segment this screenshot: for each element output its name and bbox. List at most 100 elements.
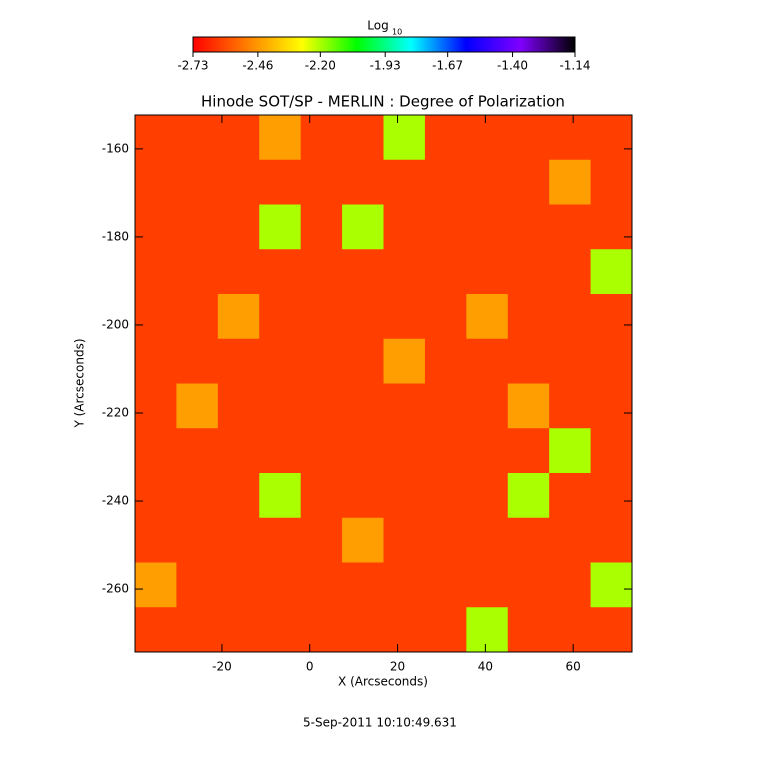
colorbar-tick-label: -2.46 <box>242 59 273 73</box>
heatmap-cell <box>383 607 426 653</box>
heatmap-cell <box>424 562 467 608</box>
y-tick-label: -260 <box>102 582 129 596</box>
heatmap-cell <box>549 473 592 519</box>
heatmap-cell <box>342 249 384 295</box>
heatmap-cell <box>424 249 467 295</box>
colorbar-tick-label: -1.67 <box>432 59 463 73</box>
heatmap-cell <box>507 115 550 161</box>
colorbar-tick-label: -2.20 <box>305 59 336 73</box>
heatmap-cell <box>135 115 177 161</box>
plot-frame <box>134 114 633 653</box>
heatmap-cell <box>300 473 343 519</box>
x-tick-label: 40 <box>478 660 493 674</box>
heatmap-cell <box>300 204 343 250</box>
heatmap-cell <box>217 383 260 429</box>
heatmap-cell <box>176 204 219 250</box>
heatmap-cell <box>383 562 426 608</box>
x-tick-label: 20 <box>390 660 405 674</box>
heatmap-cell <box>342 294 384 340</box>
heatmap-cell <box>259 294 302 340</box>
heatmap-cell <box>383 249 426 295</box>
heatmap-cell <box>300 383 343 429</box>
colorbar-tick-label: -1.40 <box>497 59 528 73</box>
heatmap-cell <box>342 204 384 250</box>
heatmap-cell <box>383 159 426 205</box>
heatmap-cell <box>549 338 592 384</box>
heatmap-cell <box>507 338 550 384</box>
heatmap-cell <box>549 562 592 608</box>
heatmap-cell <box>507 249 550 295</box>
heatmap-cell <box>424 338 467 384</box>
colorbar-tick-label: -1.93 <box>370 59 401 73</box>
heatmap-cell <box>135 517 177 563</box>
heatmap-cell <box>507 159 550 205</box>
footer: 5-Sep-2011 10:10:49.631 <box>303 716 457 730</box>
colorbar-label: Log <box>367 19 388 33</box>
heatmap-cell <box>383 428 426 474</box>
heatmap-cell <box>590 159 633 205</box>
heatmap-cell <box>590 517 633 563</box>
heatmap-cell <box>176 338 219 384</box>
heatmap-cell <box>424 204 467 250</box>
heatmap-cell <box>590 115 633 161</box>
x-tick-label: -20 <box>212 660 232 674</box>
y-tick-label: -160 <box>102 141 129 155</box>
x-tick-label: 0 <box>306 660 314 674</box>
heatmap-cell <box>466 383 509 429</box>
heatmap-cell <box>135 159 177 205</box>
heatmap-cell <box>342 562 384 608</box>
heatmap-cell <box>507 473 550 519</box>
heatmap-cell <box>217 115 260 161</box>
heatmap-cell <box>259 473 302 519</box>
heatmap-cell <box>507 517 550 563</box>
heatmap-cell <box>466 607 509 653</box>
heatmap-cell <box>549 607 592 653</box>
heatmap-cell <box>383 338 426 384</box>
heatmap-cell <box>466 249 509 295</box>
heatmap-cell <box>176 115 219 161</box>
heatmap-cell <box>300 428 343 474</box>
heatmap-cell <box>342 159 384 205</box>
heatmap-cell <box>549 204 592 250</box>
x-tick-label: 60 <box>566 660 581 674</box>
heatmap-cell <box>259 159 302 205</box>
heatmap-cell <box>507 204 550 250</box>
heatmap-cell <box>176 159 219 205</box>
heatmap-cell <box>507 383 550 429</box>
heatmap-cell <box>300 562 343 608</box>
heatmap-cell <box>176 383 219 429</box>
heatmap-cell <box>135 338 177 384</box>
heatmap-cell <box>259 115 302 161</box>
heatmap-cell <box>135 473 177 519</box>
heatmap-cell <box>549 115 592 161</box>
heatmap-cell <box>342 338 384 384</box>
heatmap-cell <box>135 294 177 340</box>
heatmap-cell <box>466 294 509 340</box>
heatmap-cell <box>135 204 177 250</box>
heatmap-cell <box>383 115 426 161</box>
heatmap-cell <box>590 473 633 519</box>
heatmap-cell <box>176 294 219 340</box>
heatmap-cell <box>259 428 302 474</box>
heatmap-cell <box>424 607 467 653</box>
heatmap-cell <box>342 115 384 161</box>
heatmap-cell <box>507 294 550 340</box>
heatmap-cell <box>135 383 177 429</box>
heatmap-cell <box>176 562 219 608</box>
heatmap-cell <box>383 517 426 563</box>
heatmap-cell <box>507 428 550 474</box>
heatmap-cell <box>176 517 219 563</box>
colorbar <box>192 36 576 53</box>
heatmap-cell <box>217 338 260 384</box>
heatmap-cell <box>466 115 509 161</box>
heatmap-cell <box>259 383 302 429</box>
heatmap-cell <box>590 607 633 653</box>
heatmap-cell <box>342 383 384 429</box>
heatmap-cell <box>300 159 343 205</box>
heatmap-cell <box>300 294 343 340</box>
heatmap-cell <box>300 338 343 384</box>
colorbar-label-sub: 10 <box>392 28 402 37</box>
heatmap-cell <box>549 428 592 474</box>
heatmap-cell <box>300 249 343 295</box>
